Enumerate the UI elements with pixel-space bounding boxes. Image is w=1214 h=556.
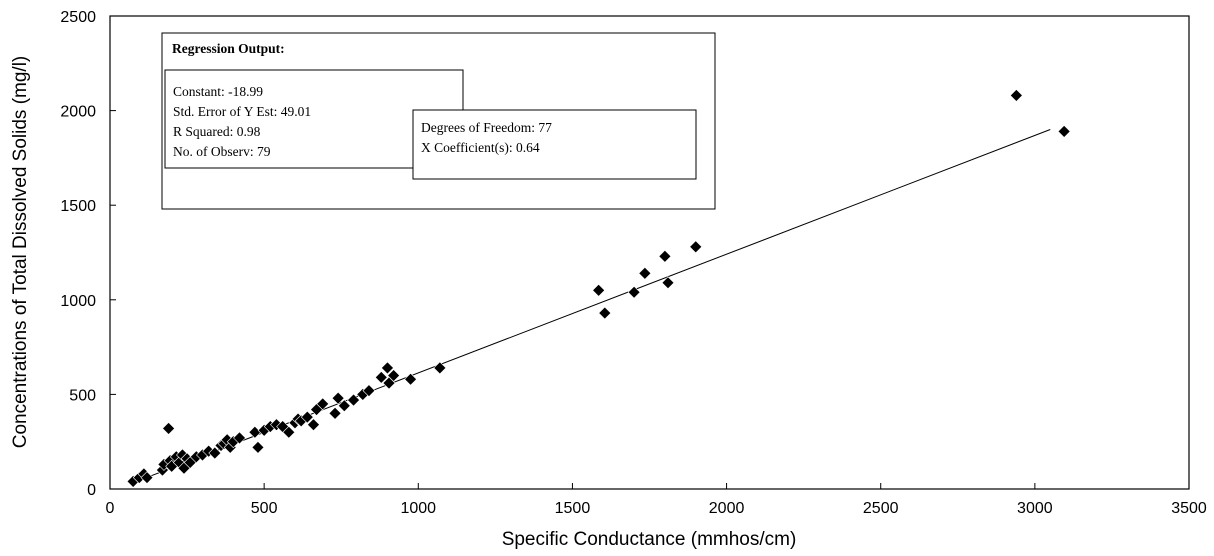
data-point [307, 418, 320, 432]
data-point [300, 410, 314, 424]
regression-title: Regression Output: [172, 41, 285, 56]
y-axis: 0 500 1000 1500 2000 2500 [60, 9, 116, 499]
data-point [251, 440, 265, 454]
plot-frame [109, 15, 1190, 490]
data-point [282, 425, 296, 439]
y-tick-label: 0 [87, 482, 96, 499]
x-tick-label: 1000 [400, 500, 436, 517]
x-tick-label: 1500 [555, 500, 591, 517]
r-squared-label: R Squared: 0.98 [173, 124, 261, 139]
x-coefficient-label: X Coefficient(s): 0.64 [421, 140, 540, 155]
x-tick-label: 2500 [863, 500, 899, 517]
data-point [404, 372, 418, 386]
data-point [248, 425, 262, 439]
data-point [316, 397, 330, 411]
data-point [362, 384, 376, 398]
std-error-label: Std. Error of Y Est: 49.01 [173, 104, 311, 119]
data-point [638, 266, 652, 280]
observations-label: No. of Observ: 79 [173, 144, 271, 159]
data-point [627, 285, 641, 299]
degrees-freedom-box: Degrees of Freedom: 77 X Coefficient(s):… [412, 109, 697, 180]
data-point [433, 361, 447, 375]
data-points [126, 89, 1071, 488]
y-tick-label: 2500 [60, 9, 96, 26]
data-point [598, 306, 612, 320]
data-point [1009, 89, 1023, 102]
data-point [1057, 124, 1071, 138]
data-point [658, 249, 672, 263]
data-point [661, 276, 675, 290]
y-axis-title: Concentrations of Total Dissolved Solids… [10, 56, 31, 449]
data-point [689, 240, 703, 254]
data-point [337, 399, 351, 413]
degrees-freedom-frame [412, 109, 697, 180]
data-point [387, 369, 401, 382]
x-axis-title: Specific Conductance (mmhos/cm) [502, 529, 797, 550]
x-tick-label: 0 [106, 500, 115, 517]
x-tick-label: 3500 [1171, 500, 1207, 517]
y-tick-label: 500 [69, 387, 96, 404]
y-tick-label: 2000 [60, 104, 96, 121]
data-point [162, 422, 175, 435]
data-point [208, 446, 222, 460]
data-point [381, 361, 394, 375]
data-point [328, 406, 342, 420]
y-tick-label: 1000 [60, 293, 96, 310]
degrees-freedom-label: Degrees of Freedom: 77 [421, 120, 552, 135]
x-tick-label: 2000 [709, 500, 745, 517]
data-point [347, 393, 360, 407]
constant-label: Constant: -18.99 [173, 84, 263, 99]
x-tick-label: 500 [251, 500, 278, 517]
y-tick-label: 1500 [60, 198, 96, 215]
data-point [140, 471, 154, 485]
data-point [331, 391, 345, 405]
data-point [374, 370, 388, 384]
x-axis: 0 500 1000 1500 2000 2500 3000 3500 [106, 483, 1207, 517]
data-point [233, 431, 246, 445]
data-point [592, 283, 606, 297]
x-tick-label: 3000 [1017, 500, 1053, 517]
